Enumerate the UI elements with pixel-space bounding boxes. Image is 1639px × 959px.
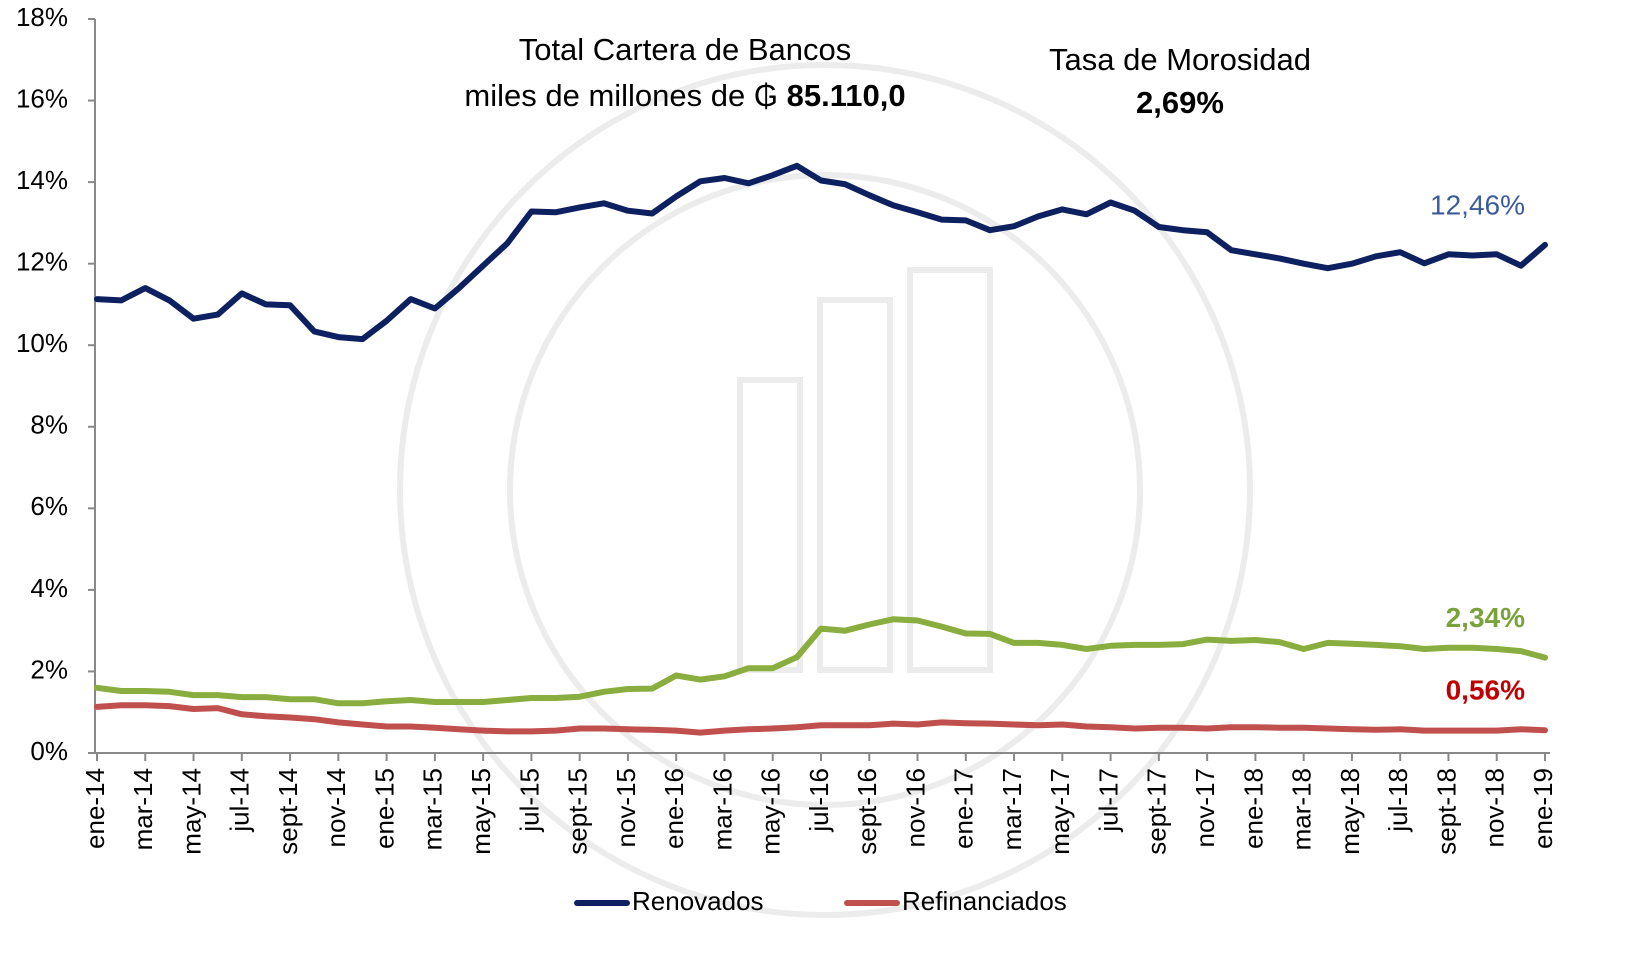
y-tick-label: 6% — [30, 491, 68, 521]
x-tick-label: jul-16 — [804, 768, 834, 833]
x-tick-label: nov-17 — [1190, 768, 1220, 848]
legend-item: Renovados — [574, 886, 764, 916]
value-label: 12,46% — [1430, 189, 1525, 220]
x-tick-label: nov-15 — [611, 768, 641, 848]
portfolio-value: 85.110,0 — [787, 78, 906, 113]
watermark — [397, 62, 1253, 918]
series-line — [94, 616, 1548, 707]
y-tick-label: 18% — [16, 2, 68, 32]
portfolio-prefix: miles de millones de ₲ — [464, 78, 778, 113]
x-tick-label: nov-16 — [900, 768, 930, 848]
x-tick-label: nov-14 — [321, 768, 351, 848]
x-tick-label: jul-18 — [1383, 768, 1413, 833]
series-line — [94, 702, 1548, 736]
x-tick-label: nov-18 — [1480, 768, 1510, 848]
y-tick-label: 16% — [16, 83, 68, 113]
y-tick-label: 4% — [30, 573, 68, 603]
x-tick-label: ene-17 — [949, 768, 979, 849]
y-tick-label: 8% — [30, 410, 68, 440]
x-tick-label: sept-16 — [852, 768, 882, 855]
rate-value: 2,69% — [1136, 85, 1224, 120]
value-label: 2,34% — [1446, 602, 1525, 633]
x-tick-label: ene-15 — [369, 768, 399, 849]
legend-label: Renovados — [632, 886, 764, 916]
x-tick-label: jul-15 — [514, 768, 544, 833]
x-tick-label: may-16 — [756, 768, 786, 855]
y-tick-label: 14% — [16, 165, 68, 195]
legend-label: Refinanciados — [902, 886, 1067, 916]
x-tick-label: may-17 — [1045, 768, 1075, 855]
value-label: 0,56% — [1446, 675, 1525, 706]
x-tick-label: sept-18 — [1431, 768, 1461, 855]
y-tick-label: 0% — [30, 736, 68, 766]
x-tick-label: sept-14 — [273, 768, 303, 855]
x-tick-label: may-18 — [1335, 768, 1365, 855]
x-tick-label: mar-16 — [707, 768, 737, 850]
series-line — [94, 162, 1548, 343]
x-tick-label: mar-17 — [997, 768, 1027, 850]
x-tick-label: mar-15 — [418, 768, 448, 850]
y-tick-label: 10% — [16, 328, 68, 358]
x-tick-label: mar-18 — [1287, 768, 1317, 850]
x-tick-label: may-15 — [466, 768, 496, 855]
x-tick-label: may-14 — [176, 768, 206, 855]
y-tick-label: 2% — [30, 654, 68, 684]
x-tick-label: jul-17 — [1093, 768, 1123, 833]
portfolio-amount: miles de millones de ₲ 85.110,0 — [464, 78, 905, 113]
x-tick-label: mar-14 — [128, 768, 158, 850]
y-tick-label: 12% — [16, 247, 68, 277]
rate-title: Tasa de Morosidad — [1049, 42, 1311, 77]
legend-item: Refinanciados — [844, 886, 1067, 916]
x-tick-label: ene-16 — [659, 768, 689, 849]
x-tick-label: ene-18 — [1238, 768, 1268, 849]
portfolio-title: Total Cartera de Bancos — [519, 32, 852, 67]
x-tick-label: sept-17 — [1142, 768, 1172, 855]
x-tick-label: jul-14 — [225, 768, 255, 833]
x-tick-label: ene-14 — [80, 768, 110, 849]
x-tick-label: sept-15 — [563, 768, 593, 855]
x-tick-label: ene-19 — [1528, 768, 1558, 849]
